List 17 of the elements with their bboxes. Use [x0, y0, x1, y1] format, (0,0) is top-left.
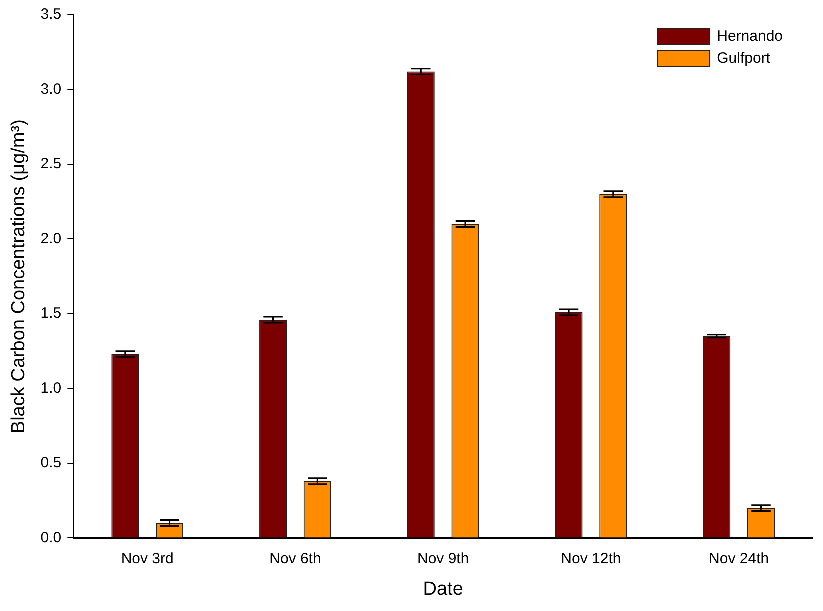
- x-axis-title: Date: [423, 578, 464, 600]
- y-tick-label: 0.5: [40, 454, 62, 472]
- y-tick-label: 2.5: [40, 156, 62, 173]
- y-tick-label: 3.5: [40, 6, 62, 24]
- y-tick-label: 2.0: [40, 230, 62, 248]
- x-tick-label: Nov 12th: [561, 550, 622, 568]
- y-tick-label: 0.0: [40, 529, 62, 546]
- x-tick-label: Nov 3rd: [121, 550, 174, 568]
- y-tick-label: 1.0: [40, 380, 62, 397]
- legend-label: Hernando: [717, 28, 784, 46]
- x-tick-label: Nov 24th: [709, 550, 770, 568]
- y-axis-title: Black Carbon Concentrations (μg/m³): [8, 120, 30, 434]
- x-tick-label: Nov 9th: [417, 550, 470, 568]
- y-tick-label: 3.0: [40, 80, 62, 98]
- legend-label: Gulfport: [717, 50, 772, 68]
- y-tick-label: 1.5: [40, 305, 62, 322]
- x-tick-label: Nov 6th: [270, 550, 322, 568]
